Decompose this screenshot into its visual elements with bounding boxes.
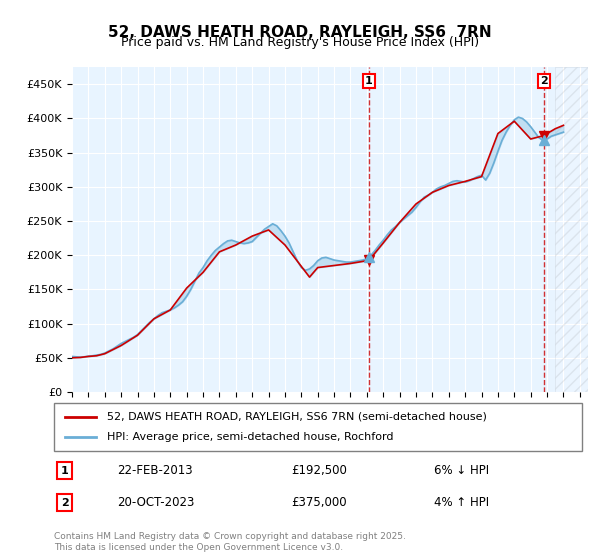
Text: 1: 1 <box>365 76 373 86</box>
Text: 6% ↓ HPI: 6% ↓ HPI <box>434 464 489 477</box>
Text: Contains HM Land Registry data © Crown copyright and database right 2025.
This d: Contains HM Land Registry data © Crown c… <box>54 532 406 552</box>
Text: 2: 2 <box>61 498 68 508</box>
Text: 52, DAWS HEATH ROAD, RAYLEIGH, SS6 7RN (semi-detached house): 52, DAWS HEATH ROAD, RAYLEIGH, SS6 7RN (… <box>107 412 487 422</box>
Text: 22-FEB-2013: 22-FEB-2013 <box>118 464 193 477</box>
Text: 4% ↑ HPI: 4% ↑ HPI <box>434 496 489 509</box>
Text: 20-OCT-2023: 20-OCT-2023 <box>118 496 195 509</box>
Text: HPI: Average price, semi-detached house, Rochford: HPI: Average price, semi-detached house,… <box>107 432 394 442</box>
FancyBboxPatch shape <box>54 403 582 451</box>
Text: 1: 1 <box>61 465 68 475</box>
Text: 52, DAWS HEATH ROAD, RAYLEIGH, SS6  7RN: 52, DAWS HEATH ROAD, RAYLEIGH, SS6 7RN <box>108 25 492 40</box>
Text: £192,500: £192,500 <box>292 464 347 477</box>
Text: 2: 2 <box>540 76 548 86</box>
Text: £375,000: £375,000 <box>292 496 347 509</box>
Bar <box>555 67 588 392</box>
Text: Price paid vs. HM Land Registry's House Price Index (HPI): Price paid vs. HM Land Registry's House … <box>121 36 479 49</box>
